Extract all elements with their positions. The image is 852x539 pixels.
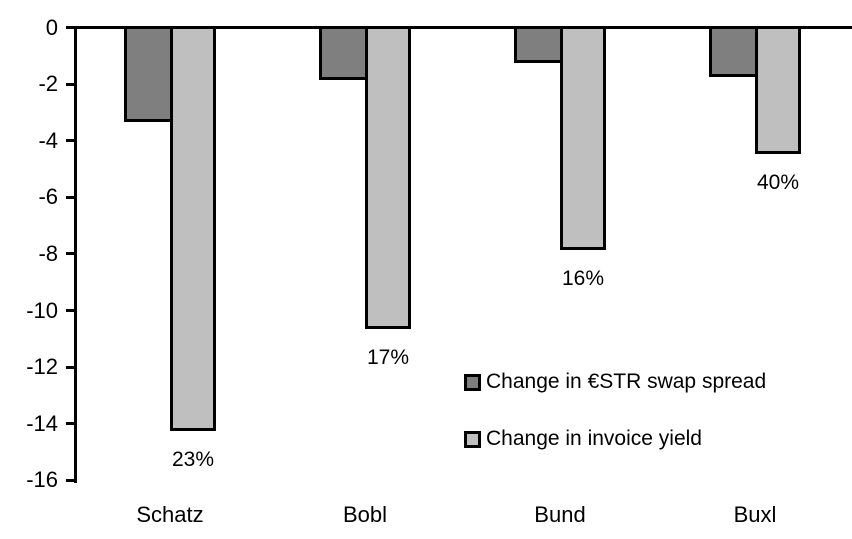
y-tick-label--12: -12	[26, 354, 58, 380]
legend-item-invoice-yield: Change in invoice yield	[464, 428, 702, 450]
y-tick-label--6: -6	[38, 184, 58, 210]
y-tick-mark--16	[66, 478, 77, 482]
y-tick-mark--14	[66, 422, 77, 426]
y-tick-mark--6	[66, 195, 77, 199]
y-tick-mark--12	[66, 365, 77, 369]
category-label-bund: Bund	[534, 502, 586, 527]
bar-bobl-swap-spread	[319, 29, 368, 80]
legend-swatch-swap-spread	[464, 373, 481, 391]
bar-value-label-bund: 16%	[561, 267, 605, 290]
y-tick-mark-0	[66, 26, 77, 29]
bar-bobl-invoice-yield	[365, 29, 411, 329]
y-tick-label--16: -16	[26, 467, 58, 493]
y-tick-label--2: -2	[38, 71, 58, 97]
legend-label-invoice-yield: Change in invoice yield	[486, 427, 702, 450]
bar-value-label-bobl: 17%	[366, 346, 410, 369]
bar-buxl-swap-spread	[709, 29, 758, 77]
legend-swatch-invoice-yield	[464, 430, 481, 448]
y-tick-label--14: -14	[26, 410, 58, 436]
bar-schatz-swap-spread	[124, 29, 173, 122]
bar-value-label-schatz: 23%	[171, 448, 215, 471]
category-label-bobl: Bobl	[342, 502, 388, 527]
y-tick-label--4: -4	[38, 127, 58, 153]
y-tick-mark--10	[66, 309, 77, 313]
bar-value-label-buxl: 40%	[756, 171, 800, 194]
legend-label-swap-spread: Change in €STR swap spread	[486, 370, 767, 393]
category-label-buxl: Buxl	[733, 502, 777, 527]
y-tick-label--10: -10	[26, 297, 58, 323]
legend-item-swap-spread: Change in €STR swap spread	[464, 371, 766, 393]
category-label-schatz: Schatz	[136, 502, 204, 527]
x-axis-zero-line	[66, 26, 852, 29]
y-tick-mark--4	[66, 139, 77, 143]
y-tick-mark--8	[66, 252, 77, 256]
bar-schatz-invoice-yield	[170, 29, 216, 431]
bar-bund-swap-spread	[514, 29, 563, 63]
bar-bund-invoice-yield	[560, 29, 606, 250]
y-tick-label--8: -8	[38, 240, 58, 266]
y-tick-mark--2	[66, 82, 77, 86]
bar-buxl-invoice-yield	[755, 29, 801, 154]
y-tick-label-0: 0	[45, 14, 58, 40]
